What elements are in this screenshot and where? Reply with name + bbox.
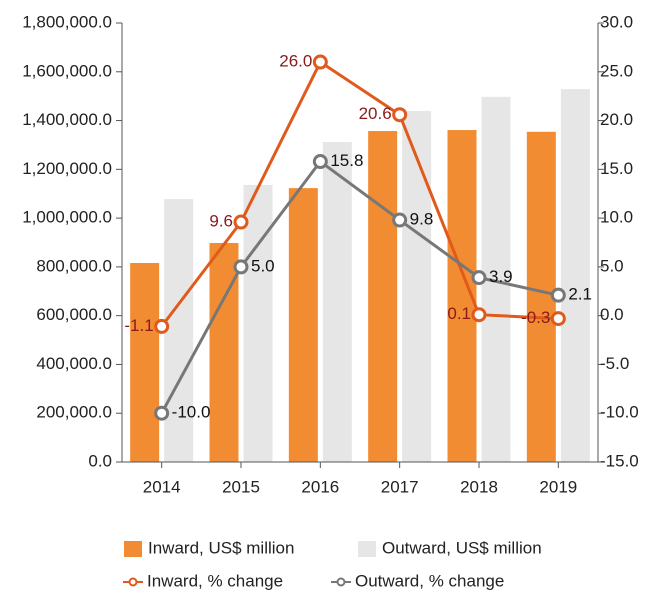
bar [402,111,432,463]
x-tick-label: 2015 [222,477,260,496]
y-tick-label: 200,000.0 [36,403,112,422]
point [550,287,566,303]
bar [368,131,398,462]
legend-label: Outward, US$ million [382,538,542,557]
y2-tick-label: -5.0 [600,354,629,373]
legend-swatch [124,541,142,557]
x-tick-label: 2014 [143,477,181,496]
y-tick-label: 1,600,000.0 [22,61,112,80]
bar [130,262,160,462]
point [471,307,487,323]
x-tick-label: 2019 [539,477,577,496]
legend-swatch [358,541,376,557]
point [392,107,408,123]
y-tick-label: 1,800,000.0 [22,12,112,31]
point [312,54,328,70]
y2-tick-label: -15.0 [600,451,639,470]
bar [560,89,590,463]
data-label: 9.6 [209,211,233,230]
y-tick-label: 400,000.0 [36,354,112,373]
point [550,311,566,327]
data-label: 5.0 [251,256,275,275]
y-tick-label: 1,000,000.0 [22,208,112,227]
data-label: 26.0 [279,52,312,71]
point [154,405,170,421]
legend-swatch [336,577,346,587]
point [312,154,328,170]
data-label: 15.8 [330,151,363,170]
bar [288,188,318,462]
legend-label: Inward, US$ million [148,538,294,557]
bar [526,131,556,462]
data-label: 2.1 [568,285,592,304]
bar [164,199,194,463]
point [154,318,170,334]
y2-tick-label: 20.0 [600,110,633,129]
line [160,59,559,328]
legend-label: Inward, % change [147,571,283,590]
y2-tick-label: 0.0 [600,305,624,324]
bar [322,142,352,463]
point [233,259,249,275]
x-tick-label: 2018 [460,477,498,496]
line [160,159,559,414]
y2-tick-label: 30.0 [600,12,633,31]
y2-tick-label: -10.0 [600,403,639,422]
y2-tick-label: 10.0 [600,208,633,227]
data-label: -10.0 [172,403,211,422]
legend-label: Outward, % change [355,571,504,590]
data-label: 3.9 [489,267,513,286]
x-tick-label: 2017 [381,477,419,496]
y-tick-label: 800,000.0 [36,256,112,275]
y-tick-label: 1,400,000.0 [22,110,112,129]
point [471,270,487,286]
y-tick-label: 600,000.0 [36,305,112,324]
y2-tick-label: 25.0 [600,61,633,80]
point [392,212,408,228]
bar [243,184,273,463]
data-label: -0.3 [521,308,550,327]
y2-tick-label: 15.0 [600,159,633,178]
bar [209,242,239,462]
data-label: -1.1 [124,316,153,335]
y-tick-label: 1,200,000.0 [22,159,112,178]
x-tick-label: 2016 [301,477,339,496]
data-label: 0.1 [447,304,471,323]
legend-swatch [128,577,138,587]
point [233,214,249,230]
data-label: 9.8 [410,210,434,229]
y-tick-label: 0.0 [88,451,112,470]
y2-tick-label: 5.0 [600,256,624,275]
data-label: 20.6 [359,104,392,123]
